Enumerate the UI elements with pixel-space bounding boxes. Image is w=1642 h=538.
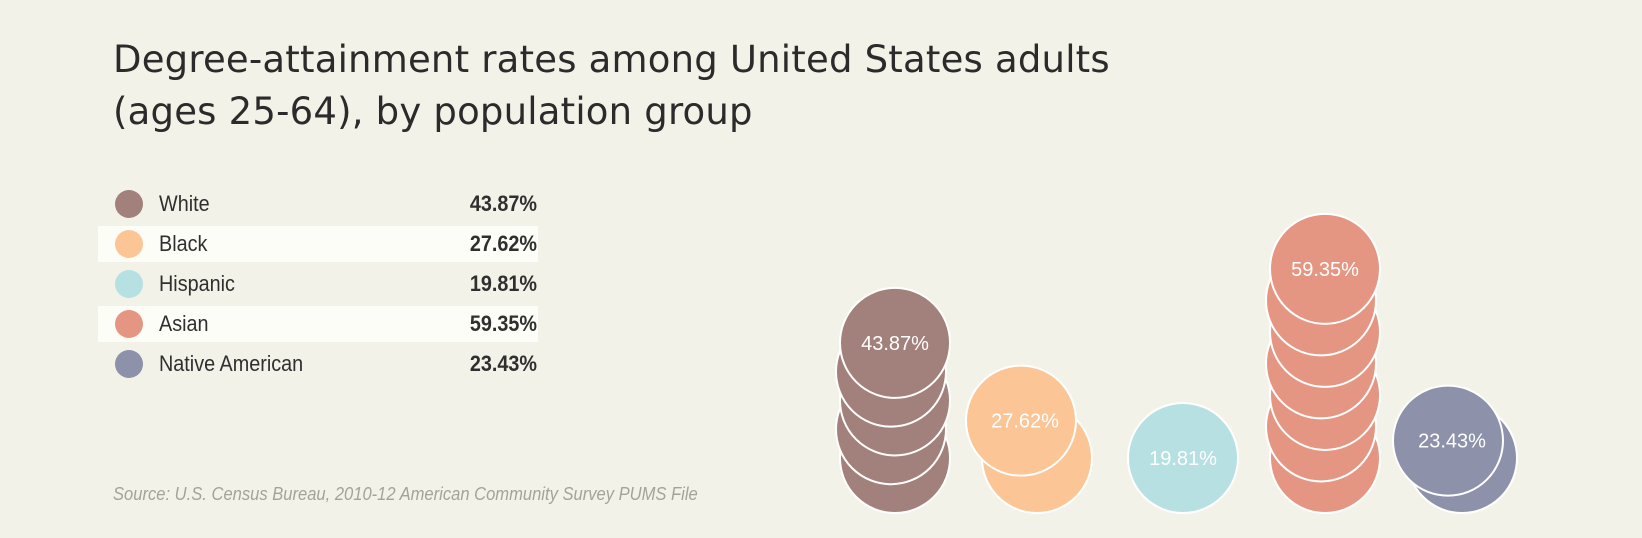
legend: White 43.87% Black 27.62% Hispanic 19.81…: [98, 186, 538, 386]
legend-swatch-black: [115, 230, 143, 258]
coin: [1392, 384, 1504, 497]
legend-item-native-american: Native American 23.43%: [98, 346, 538, 382]
coin: [1127, 402, 1239, 514]
coin: [965, 364, 1077, 477]
legend-item-asian: Asian 59.35%: [98, 306, 538, 342]
chart-title-line-2: (ages 25-64), by population group: [113, 90, 753, 133]
coin-stack-white: 43.87%: [835, 286, 951, 514]
chart-title-line-1: Degree-attainment rates among United Sta…: [113, 38, 1110, 81]
data-label-asian: 59.35%: [1291, 259, 1359, 281]
legend-label: Asian: [159, 311, 209, 336]
coin-stack-black: 27.62%: [965, 364, 1093, 514]
legend-label: Black: [159, 231, 208, 256]
legend-label: Native American: [159, 351, 304, 376]
coin-stack-asian: 59.35%: [1265, 212, 1381, 514]
data-label-native-american: 23.43%: [1418, 431, 1486, 453]
legend-value: 27.62%: [469, 231, 537, 256]
legend-value: 59.35%: [469, 311, 537, 336]
data-label-white: 43.87%: [861, 333, 929, 355]
legend-item-hispanic: Hispanic 19.81%: [98, 266, 538, 302]
coin-stack-hispanic: 19.81%: [1127, 402, 1239, 514]
legend-value: 19.81%: [469, 271, 537, 296]
legend-value: 43.87%: [469, 191, 537, 216]
legend-swatch-hispanic: [115, 270, 143, 298]
legend-swatch-white: [115, 190, 143, 218]
legend-value: 23.43%: [469, 351, 537, 376]
coin: [839, 286, 951, 399]
chart-title: Degree-attainment rates among United Sta…: [113, 34, 1213, 138]
coin-stack-native-american: 23.43%: [1392, 384, 1518, 514]
data-label-black: 27.62%: [991, 411, 1059, 433]
legend-label: White: [159, 191, 210, 216]
legend-swatch-asian: [115, 310, 143, 338]
source-note: Source: U.S. Census Bureau, 2010-12 Amer…: [113, 484, 698, 504]
coin: [1269, 212, 1381, 325]
legend-item-black: Black 27.62%: [98, 226, 538, 262]
legend-swatch-native-american: [115, 350, 143, 378]
data-label-hispanic: 19.81%: [1149, 448, 1217, 470]
legend-label: Hispanic: [159, 271, 235, 296]
legend-item-white: White 43.87%: [98, 186, 538, 222]
